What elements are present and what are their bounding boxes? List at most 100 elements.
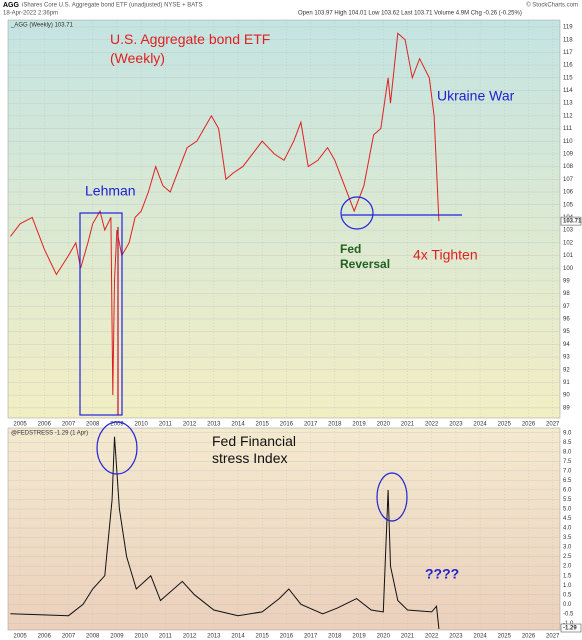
y-tick-label: 108 bbox=[563, 164, 574, 170]
x-tick-label: 2007 bbox=[62, 422, 76, 428]
x-tick-label: 2017 bbox=[304, 422, 318, 428]
x-tick-label: 2025 bbox=[498, 634, 512, 640]
x-tick-label: 2018 bbox=[328, 422, 342, 428]
x-tick-label: 2022 bbox=[425, 634, 439, 640]
y-tick-label: 3.5 bbox=[563, 535, 572, 541]
x-tick-label: 2010 bbox=[134, 422, 148, 428]
x-tick-label: 2018 bbox=[328, 634, 342, 640]
value-tag: -1.29 bbox=[563, 626, 577, 632]
y-tick-label: 4.0 bbox=[563, 526, 572, 532]
y-tick-label: 90 bbox=[563, 393, 570, 399]
y-tick-label: 109 bbox=[563, 152, 574, 158]
x-tick-label: 2005 bbox=[13, 422, 27, 428]
x-tick-label: 2012 bbox=[183, 634, 197, 640]
y-tick-label: 96 bbox=[563, 317, 570, 323]
chart-title: U.S. Aggregate bond ETF (Weekly) bbox=[110, 31, 270, 66]
y-tick-label: 6.0 bbox=[563, 488, 572, 494]
legend-entry: @FEDSTRESS -1.29 (1 Apr) bbox=[11, 431, 88, 437]
source: © StockCharts.com bbox=[526, 2, 578, 9]
y-tick-label: 3.0 bbox=[563, 545, 572, 551]
annotation: Fed Reversal bbox=[340, 242, 390, 271]
y-tick-label: 0.5 bbox=[563, 592, 572, 598]
y-tick-label: -0.5 bbox=[563, 611, 574, 617]
line bbox=[10, 32, 440, 396]
y-tick-label: 105 bbox=[563, 202, 574, 208]
y-tick-label: 0.0 bbox=[563, 602, 572, 608]
y-tick-label: 91 bbox=[563, 380, 570, 386]
y-tick-label: 7.5 bbox=[563, 459, 572, 465]
y-tick-label: 95 bbox=[563, 329, 570, 335]
y-tick-label: 119 bbox=[563, 25, 573, 31]
symbol: AGG bbox=[3, 2, 20, 9]
y-tick-label: 4.5 bbox=[563, 516, 572, 522]
x-tick-label: 2015 bbox=[256, 422, 270, 428]
x-tick-label: 2020 bbox=[377, 422, 391, 428]
line bbox=[10, 436, 440, 629]
x-tick-label: 2016 bbox=[280, 634, 294, 640]
value-tag-box bbox=[560, 623, 582, 633]
x-tick-label: 2009 bbox=[110, 634, 124, 640]
y-tick-label: 112 bbox=[563, 113, 573, 119]
x-tick-label: 2016 bbox=[280, 422, 294, 428]
y-tick-label: 103 bbox=[563, 228, 574, 234]
y-tick-label: 113 bbox=[563, 101, 573, 107]
y-tick-label: 106 bbox=[563, 190, 574, 196]
x-tick-label: 2010 bbox=[134, 634, 148, 640]
x-tick-label: 2021 bbox=[401, 422, 415, 428]
annotation: 4x Tighten bbox=[413, 247, 478, 263]
y-tick-label: 2.0 bbox=[563, 564, 572, 570]
y-tick-label: 9.0 bbox=[563, 430, 572, 436]
x-tick-label: 2024 bbox=[473, 634, 487, 640]
x-tick-label: 2014 bbox=[231, 422, 245, 428]
annotation: Ukraine War bbox=[437, 88, 515, 104]
y-tick-label: 7.0 bbox=[563, 468, 572, 474]
y-tick-label: 111 bbox=[563, 126, 573, 132]
quote: Open 103.97 High 104.01 Low 103.62 Last … bbox=[298, 11, 522, 17]
y-tick-label: 6.5 bbox=[563, 478, 572, 484]
x-tick-label: 2007 bbox=[62, 634, 76, 640]
x-tick-label: 2019 bbox=[352, 422, 366, 428]
x-tick-label: 2015 bbox=[256, 634, 270, 640]
highlights bbox=[79, 196, 462, 522]
y-tick-label: 1.0 bbox=[563, 583, 572, 589]
x-tick-label: 2025 bbox=[498, 422, 512, 428]
x-tick-label: 2011 bbox=[159, 422, 173, 428]
x-tick-label: 2005 bbox=[13, 634, 27, 640]
y-tick-label: 92 bbox=[563, 367, 570, 373]
x-tick-label: 2027 bbox=[546, 422, 560, 428]
chart-title: Fed Financial stress Index bbox=[212, 433, 296, 466]
annotation: Lehman bbox=[85, 183, 136, 199]
x-tick-label: 2022 bbox=[425, 422, 439, 428]
annotation: ???? bbox=[425, 566, 459, 582]
x-tick-label: 2024 bbox=[473, 422, 487, 428]
y-tick-label: 114 bbox=[563, 88, 573, 94]
y-tick-label: 101 bbox=[563, 253, 574, 259]
x-tick-label: 2026 bbox=[522, 422, 536, 428]
x-tick-label: 2012 bbox=[183, 422, 197, 428]
y-tick-label: 100 bbox=[563, 266, 574, 272]
value-tag-box bbox=[560, 216, 582, 226]
y-tick-label: 94 bbox=[563, 342, 570, 348]
x-tick-label: 2027 bbox=[546, 634, 560, 640]
y-tick-label: 102 bbox=[563, 240, 574, 246]
x-tick-label: 2026 bbox=[522, 634, 536, 640]
x-tick-label: 2006 bbox=[38, 422, 52, 428]
y-tick-label: 107 bbox=[563, 177, 574, 183]
y-tick-label: 110 bbox=[563, 139, 573, 145]
x-tick-label: 2008 bbox=[86, 422, 100, 428]
y-tick-label: 97 bbox=[563, 304, 570, 310]
date: 18-Apr-2022 2:36pm bbox=[3, 11, 58, 17]
x-tick-label: 2021 bbox=[401, 634, 415, 640]
panel bbox=[7, 19, 561, 419]
y-tick-label: 99 bbox=[563, 278, 570, 284]
y-tick-label: 118 bbox=[563, 37, 573, 43]
x-tick-label: 2014 bbox=[231, 634, 245, 640]
x-tick-label: 2017 bbox=[304, 634, 318, 640]
y-tick-label: 89 bbox=[563, 405, 570, 411]
description: iShares Core U.S. Aggregate bond ETF (un… bbox=[22, 3, 202, 9]
y-tick-label: 5.5 bbox=[563, 497, 572, 503]
value-tag: 103.71 bbox=[563, 219, 582, 225]
x-tick-label: 2006 bbox=[38, 634, 52, 640]
y-tick-label: 2.5 bbox=[563, 554, 572, 560]
